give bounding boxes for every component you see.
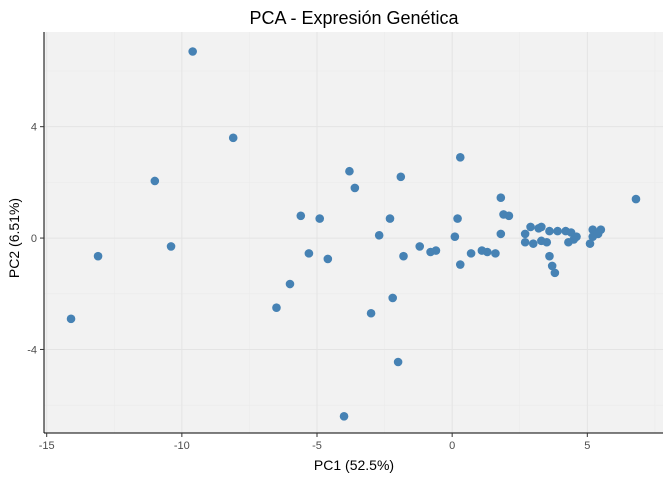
data-point xyxy=(323,254,333,264)
y-axis-ticks: -4 0 4 xyxy=(27,122,44,356)
data-point xyxy=(455,260,465,269)
data-point xyxy=(345,166,354,176)
y-tick-label: 0 xyxy=(31,233,37,245)
data-point xyxy=(547,261,557,271)
y-axis-title: PC2 (6.51%) xyxy=(6,198,22,278)
data-point xyxy=(415,242,425,251)
data-point xyxy=(304,249,314,258)
data-point xyxy=(545,226,554,236)
x-tick-label: -5 xyxy=(312,440,322,452)
data-point xyxy=(315,214,325,223)
data-point xyxy=(453,214,462,223)
data-point xyxy=(496,193,506,202)
chart-title: PCA - Expresión Genética xyxy=(249,8,459,28)
data-point xyxy=(388,293,397,303)
data-point xyxy=(385,214,395,223)
data-point xyxy=(339,411,349,421)
data-point xyxy=(188,47,197,56)
data-point xyxy=(296,211,306,221)
data-point xyxy=(585,239,595,248)
y-tick-label: 4 xyxy=(31,122,37,134)
data-point xyxy=(572,232,581,241)
data-point xyxy=(66,314,76,324)
data-point xyxy=(396,172,406,182)
data-point xyxy=(504,211,514,221)
data-point xyxy=(393,357,403,367)
data-point xyxy=(631,194,641,204)
data-point xyxy=(350,183,360,193)
y-tick-label: -4 xyxy=(27,344,37,356)
data-point xyxy=(285,279,295,289)
data-point xyxy=(93,251,103,261)
data-points xyxy=(66,47,641,421)
data-point xyxy=(526,222,535,232)
data-point xyxy=(491,249,500,258)
x-tick-label: -10 xyxy=(174,440,190,452)
data-point xyxy=(596,225,606,235)
x-axis-ticks: -15 -10 -5 0 5 xyxy=(39,433,590,452)
data-point xyxy=(399,251,408,261)
data-point xyxy=(528,239,538,248)
data-point xyxy=(431,246,441,255)
data-point xyxy=(545,251,554,261)
data-point xyxy=(537,222,546,232)
x-tick-label: -15 xyxy=(39,440,55,452)
data-point xyxy=(542,237,552,247)
data-point xyxy=(150,176,160,186)
data-point xyxy=(450,232,460,241)
x-axis-title: PC1 (52.5%) xyxy=(314,457,394,473)
data-point xyxy=(483,247,492,257)
data-point xyxy=(366,308,376,318)
x-tick-label: 0 xyxy=(449,440,455,452)
data-point xyxy=(466,249,476,258)
data-point xyxy=(520,229,530,239)
data-point xyxy=(455,153,465,162)
data-point xyxy=(496,229,506,239)
data-point xyxy=(520,237,530,247)
x-tick-label: 5 xyxy=(584,440,590,452)
data-point xyxy=(166,242,176,251)
data-point xyxy=(228,133,238,143)
data-point xyxy=(272,303,281,312)
data-point xyxy=(553,226,562,236)
data-point xyxy=(374,230,384,240)
data-point xyxy=(550,268,560,278)
grid-lines xyxy=(44,32,663,433)
